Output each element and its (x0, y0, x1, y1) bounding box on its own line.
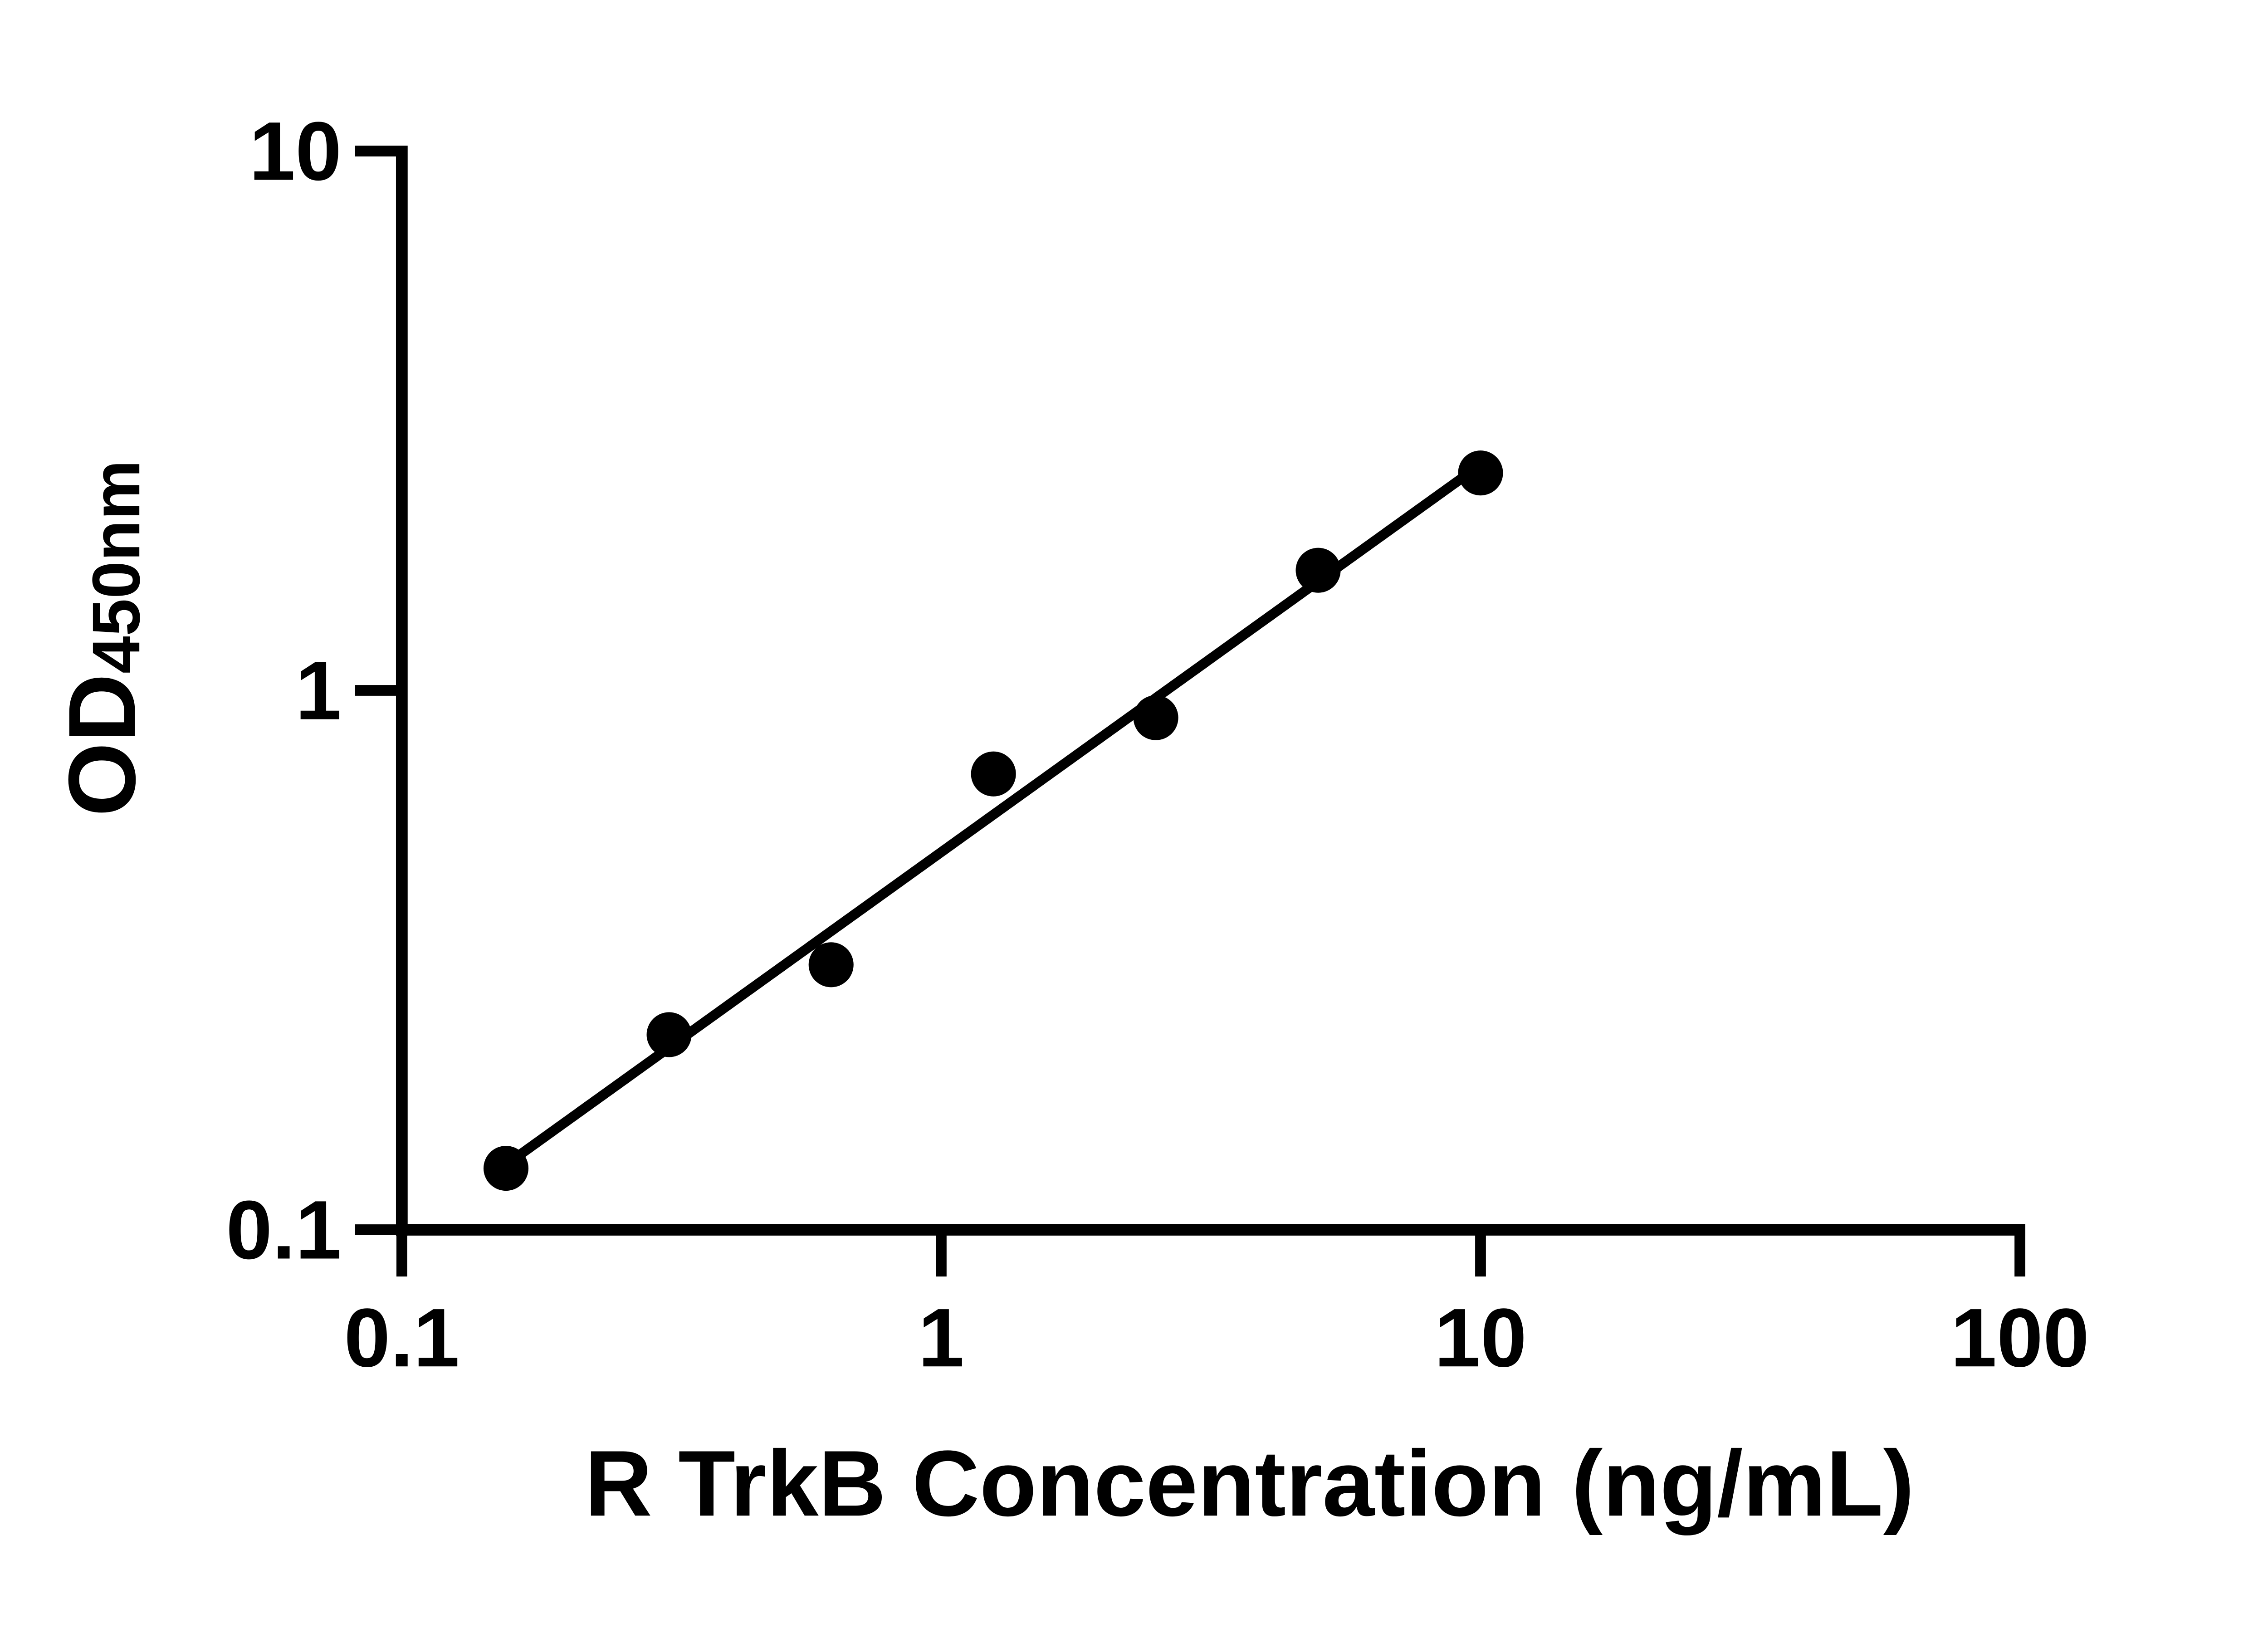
data-point-0 (483, 1146, 529, 1191)
data-point-4 (1133, 695, 1178, 740)
data-point-1 (646, 1012, 692, 1057)
x-axis-title: R TrkB Concentration (ng/mL) (585, 1431, 1914, 1535)
data-point-2 (808, 942, 854, 988)
x-tick-label-10: 10 (1434, 1291, 1527, 1384)
data-point-6 (1458, 450, 1503, 496)
y-tick-label-10: 10 (249, 104, 342, 197)
y-axis-title-main: OD (49, 674, 155, 816)
x-tick-label-0.1: 0.1 (344, 1291, 459, 1384)
y-axis-title-subscript: 450nm (78, 460, 154, 674)
x-tick-label-100: 100 (1950, 1291, 2089, 1384)
x-tick-label-1: 1 (918, 1291, 964, 1384)
data-point-3 (971, 751, 1016, 797)
y-axis-title: OD450nm (49, 460, 155, 816)
data-point-5 (1295, 548, 1341, 593)
y-tick-label-0.1: 0.1 (226, 1183, 342, 1276)
axes-layer: 0.1 1 10 0.1 1 10 100 (226, 104, 2089, 1384)
data-points-layer (483, 450, 1503, 1191)
y-tick-label-1: 1 (295, 644, 342, 737)
